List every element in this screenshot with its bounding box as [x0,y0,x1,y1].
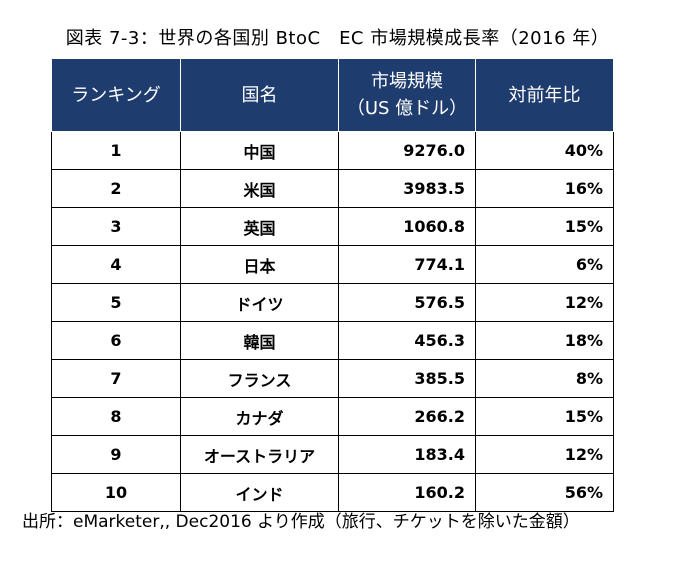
cell-market-size: 385.5 [338,359,476,398]
cell-country: 韓国 [180,321,339,360]
cell-market-size: 9276.0 [338,131,476,170]
table-row: 3 英国 1060.8 15% [51,207,614,246]
header-growth: 対前年比 [475,58,614,132]
cell-growth: 16% [475,169,614,208]
cell-country: カナダ [180,397,339,436]
cell-country: 中国 [180,131,339,170]
table-header-row: ランキング 国名 市場規模 （US 億ドル） 対前年比 [51,58,614,132]
table-row: 8 カナダ 266.2 15% [51,397,614,436]
cell-rank: 10 [51,473,181,512]
table-row: 7 フランス 385.5 8% [51,359,614,398]
cell-rank: 7 [51,359,181,398]
header-market-size: 市場規模 （US 億ドル） [338,58,476,132]
cell-growth: 15% [475,397,614,436]
header-country: 国名 [180,58,339,132]
header-market-size-line2: （US 億ドル） [346,98,468,119]
ranking-table: ランキング 国名 市場規模 （US 億ドル） 対前年比 1 中国 9276.0 … [51,58,614,512]
cell-country: ドイツ [180,283,339,322]
cell-market-size: 576.5 [338,283,476,322]
cell-rank: 8 [51,397,181,436]
cell-market-size: 160.2 [338,473,476,512]
cell-country: フランス [180,359,339,398]
cell-growth: 18% [475,321,614,360]
figure-title: 図表 7-3：世界の各国別 BtoC EC 市場規模成長率（2016 年） [65,28,610,49]
cell-market-size: 774.1 [338,245,476,284]
cell-rank: 5 [51,283,181,322]
cell-growth: 56% [475,473,614,512]
cell-growth: 12% [475,283,614,322]
table-row: 9 オーストラリア 183.4 12% [51,435,614,474]
table-row: 5 ドイツ 576.5 12% [51,283,614,322]
source-note: 出所：eMarketer,, Dec2016 より作成（旅行、チケットを除いた金… [22,512,580,532]
header-market-size-line1: 市場規模 [371,71,443,92]
cell-growth: 6% [475,245,614,284]
cell-rank: 1 [51,131,181,170]
cell-rank: 9 [51,435,181,474]
table-row: 4 日本 774.1 6% [51,245,614,284]
table-row: 10 インド 160.2 56% [51,473,614,512]
cell-market-size: 3983.5 [338,169,476,208]
cell-country: 日本 [180,245,339,284]
cell-growth: 15% [475,207,614,246]
cell-rank: 4 [51,245,181,284]
cell-growth: 40% [475,131,614,170]
cell-growth: 8% [475,359,614,398]
cell-growth: 12% [475,435,614,474]
table-row: 6 韓国 456.3 18% [51,321,614,360]
cell-country: インド [180,473,339,512]
table-row: 2 米国 3983.5 16% [51,169,614,208]
cell-country: 英国 [180,207,339,246]
cell-rank: 6 [51,321,181,360]
cell-market-size: 266.2 [338,397,476,436]
cell-country: 米国 [180,169,339,208]
header-ranking: ランキング [51,58,181,132]
cell-market-size: 1060.8 [338,207,476,246]
cell-country: オーストラリア [180,435,339,474]
cell-market-size: 183.4 [338,435,476,474]
cell-market-size: 456.3 [338,321,476,360]
table-row: 1 中国 9276.0 40% [51,131,614,170]
cell-rank: 2 [51,169,181,208]
cell-rank: 3 [51,207,181,246]
